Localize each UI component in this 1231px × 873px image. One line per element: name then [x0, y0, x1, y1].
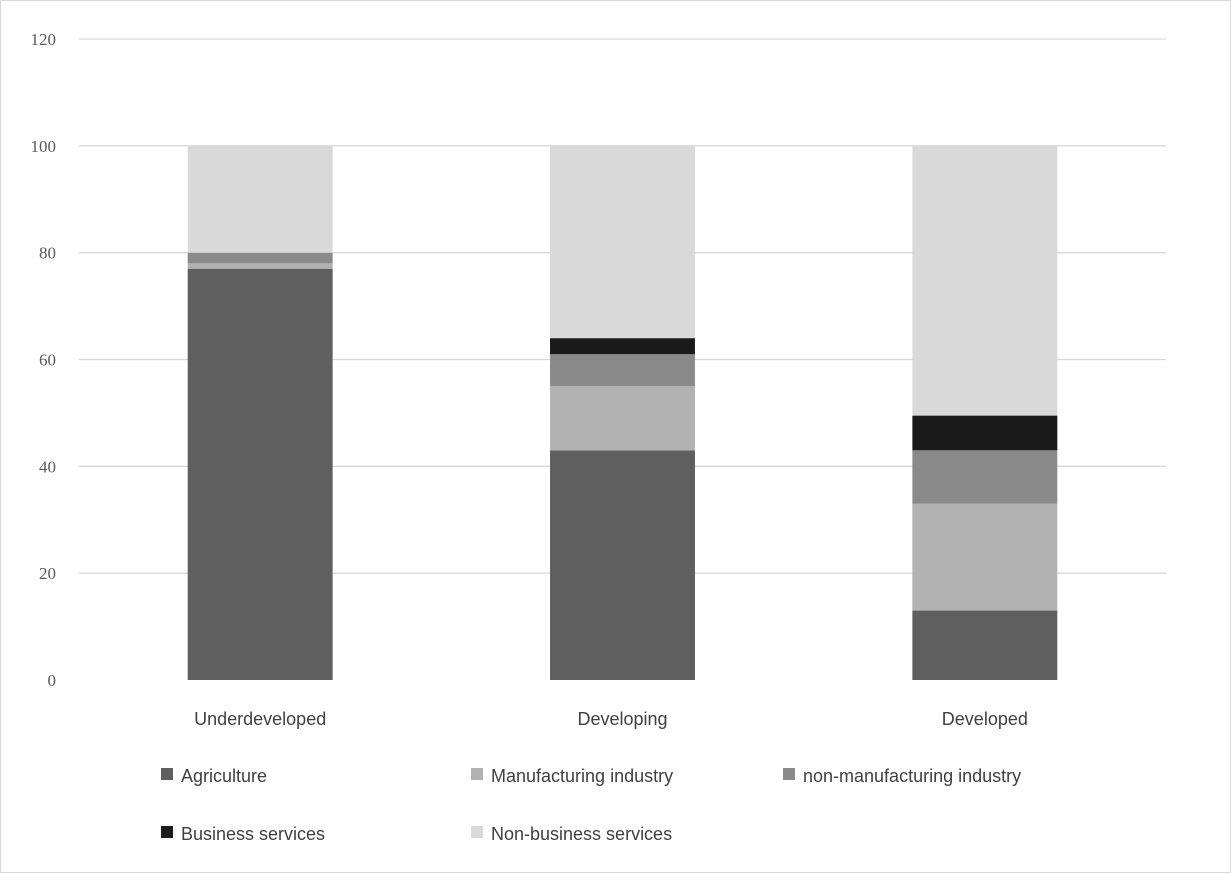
y-tick-label: 20	[39, 564, 56, 583]
x-tick-label: Developing	[577, 709, 667, 729]
legend-label: Agriculture	[181, 766, 267, 786]
x-tick-label: Underdeveloped	[194, 709, 326, 729]
legend-label: non-manufacturing industry	[803, 766, 1021, 786]
legend-label: Manufacturing industry	[491, 766, 673, 786]
x-axis-ticks: Underdeveloped Developing Developed	[194, 709, 1028, 729]
bar-segment	[912, 145, 1058, 416]
bar-segment	[912, 450, 1058, 504]
legend-label: Non-business services	[491, 824, 672, 844]
legend: Agriculture Manufacturing industry non-man…	[161, 766, 1021, 844]
bar-segment	[187, 268, 333, 680]
bar-segment	[550, 338, 695, 355]
bar-segment	[550, 145, 695, 339]
y-tick-label: 0	[48, 671, 57, 690]
legend-label: Business services	[181, 824, 325, 844]
y-tick-label: 100	[31, 137, 57, 156]
bar-segment	[912, 415, 1058, 451]
bar-segment	[912, 610, 1058, 680]
y-tick-label: 40	[39, 457, 56, 476]
bar-segment	[187, 252, 333, 264]
bar-segment	[550, 450, 695, 680]
bar-segment	[550, 386, 695, 451]
bar-segment	[187, 145, 333, 253]
y-tick-label: 120	[31, 30, 57, 49]
bars	[187, 145, 1058, 680]
x-tick-label: Developed	[942, 709, 1028, 729]
y-axis-ticks: 0 20 40 60 80 100 120	[31, 30, 57, 690]
bar-segment	[912, 503, 1058, 611]
legend-swatch	[161, 826, 173, 838]
legend-swatch	[471, 826, 483, 838]
bar-segment	[550, 354, 695, 387]
y-tick-label: 60	[39, 351, 56, 370]
legend-swatch	[783, 768, 795, 780]
bar-segment	[187, 263, 333, 269]
legend-swatch	[161, 768, 173, 780]
legend-swatch	[471, 768, 483, 780]
y-tick-label: 80	[39, 244, 56, 263]
